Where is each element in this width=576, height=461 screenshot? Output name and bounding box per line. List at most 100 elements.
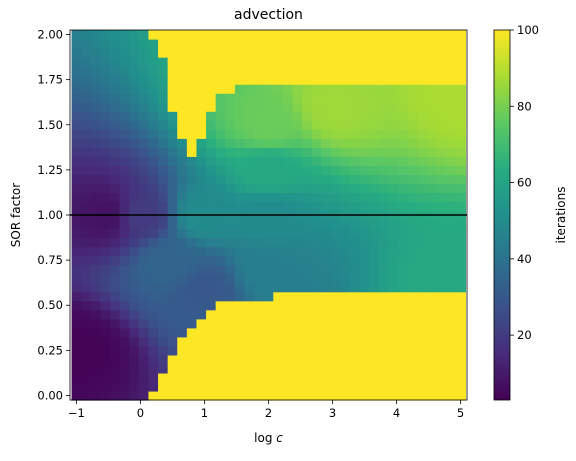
heatmap-cell [206, 264, 217, 275]
heatmap-cell [407, 300, 418, 311]
heatmap-cell [455, 183, 466, 194]
heatmap-cell [81, 219, 92, 230]
x-axis-label: log c [254, 431, 283, 445]
heatmap-cell [90, 111, 102, 121]
heatmap-cell [167, 75, 178, 85]
heatmap-cell [119, 102, 130, 112]
heatmap-cell [302, 228, 313, 239]
heatmap-cell [273, 264, 284, 275]
heatmap-cell [359, 84, 370, 94]
y-tick-label: 0.00 [37, 388, 63, 402]
heatmap-cell [90, 318, 102, 329]
heatmap-cell [129, 219, 140, 230]
heatmap-cell [446, 273, 457, 284]
heatmap-cell [292, 183, 303, 194]
heatmap-cell [302, 255, 313, 266]
heatmap-cell [359, 219, 370, 230]
heatmap-cell [282, 102, 294, 112]
heatmap-cell [234, 165, 246, 175]
heatmap-cell [186, 129, 198, 139]
heatmap-cell [186, 336, 198, 347]
heatmap-cell [129, 363, 140, 374]
heatmap-cell [110, 93, 121, 103]
heatmap-cell [119, 327, 130, 338]
heatmap-cell [254, 111, 265, 121]
heatmap-cell [129, 156, 140, 166]
heatmap-cell [100, 111, 111, 121]
heatmap-cell [263, 30, 274, 40]
heatmap-cell [311, 165, 322, 175]
heatmap-cell [196, 129, 207, 139]
heatmap-cell [330, 75, 342, 85]
heatmap-cell [81, 237, 92, 248]
heatmap-cell [263, 264, 274, 275]
y-tick-label: 0.75 [37, 253, 63, 267]
heatmap-cell [71, 75, 82, 85]
heatmap-cell [177, 336, 188, 347]
heatmap-cell [321, 255, 332, 266]
heatmap-cell [71, 273, 82, 284]
heatmap-cell [292, 264, 303, 275]
heatmap-cell [177, 165, 188, 175]
heatmap-cell [369, 327, 380, 338]
heatmap-cell [158, 174, 169, 185]
heatmap-cell [407, 57, 418, 67]
heatmap-cell [302, 129, 313, 139]
heatmap-cell [71, 30, 82, 40]
heatmap-cell [292, 174, 303, 185]
heatmap-cell [388, 147, 399, 157]
heatmap-cell [225, 192, 236, 203]
heatmap-cell [446, 84, 457, 94]
heatmap-cell [254, 318, 265, 329]
heatmap-cell [100, 84, 111, 94]
heatmap-cell [110, 255, 121, 266]
heatmap-cell [302, 300, 313, 311]
heatmap-cell [129, 327, 140, 338]
heatmap-cell [378, 120, 390, 130]
heatmap-cell [110, 309, 121, 320]
heatmap-cell [446, 75, 457, 85]
heatmap-cell [225, 381, 236, 392]
heatmap-cell [263, 75, 274, 85]
heatmap-cell [436, 201, 447, 212]
heatmap-cell [215, 192, 226, 203]
heatmap-cell [90, 93, 102, 103]
heatmap-cell [350, 237, 361, 248]
heatmap-cell [455, 102, 466, 112]
heatmap-cell [100, 93, 111, 103]
y-tick-label: 1.00 [37, 208, 63, 222]
heatmap-cell [119, 390, 130, 401]
heatmap-cell [359, 282, 370, 293]
heatmap-cell [398, 147, 409, 157]
heatmap-cell [244, 39, 255, 49]
heatmap-cell [302, 102, 313, 112]
heatmap-cell [446, 264, 457, 275]
heatmap-cell [81, 273, 92, 284]
heatmap-cell [273, 156, 284, 166]
heatmap-cell [263, 165, 274, 175]
heatmap-cell [234, 183, 246, 194]
x-tick-label: 0 [137, 406, 144, 420]
heatmap-cell [138, 183, 150, 194]
heatmap-cell [244, 282, 255, 293]
heatmap-cell [100, 66, 111, 76]
heatmap-cell [177, 156, 188, 166]
heatmap-cell [119, 129, 130, 139]
heatmap-cell [206, 354, 217, 365]
heatmap-cell [244, 57, 255, 67]
heatmap-cell [417, 66, 428, 76]
heatmap-cell [234, 336, 246, 347]
heatmap-cell [321, 219, 332, 230]
heatmap-cell [234, 147, 246, 157]
heatmap-cell [148, 291, 159, 302]
heatmap-cell [407, 372, 418, 383]
heatmap-cell [100, 129, 111, 139]
heatmap-cell [110, 30, 121, 40]
heatmap-cell [282, 39, 294, 49]
heatmap-cell [378, 309, 390, 320]
heatmap-cell [196, 192, 207, 203]
heatmap-cell [100, 75, 111, 85]
heatmap-cell [378, 156, 390, 166]
heatmap-cell [206, 390, 217, 401]
heatmap-cell [282, 129, 294, 139]
